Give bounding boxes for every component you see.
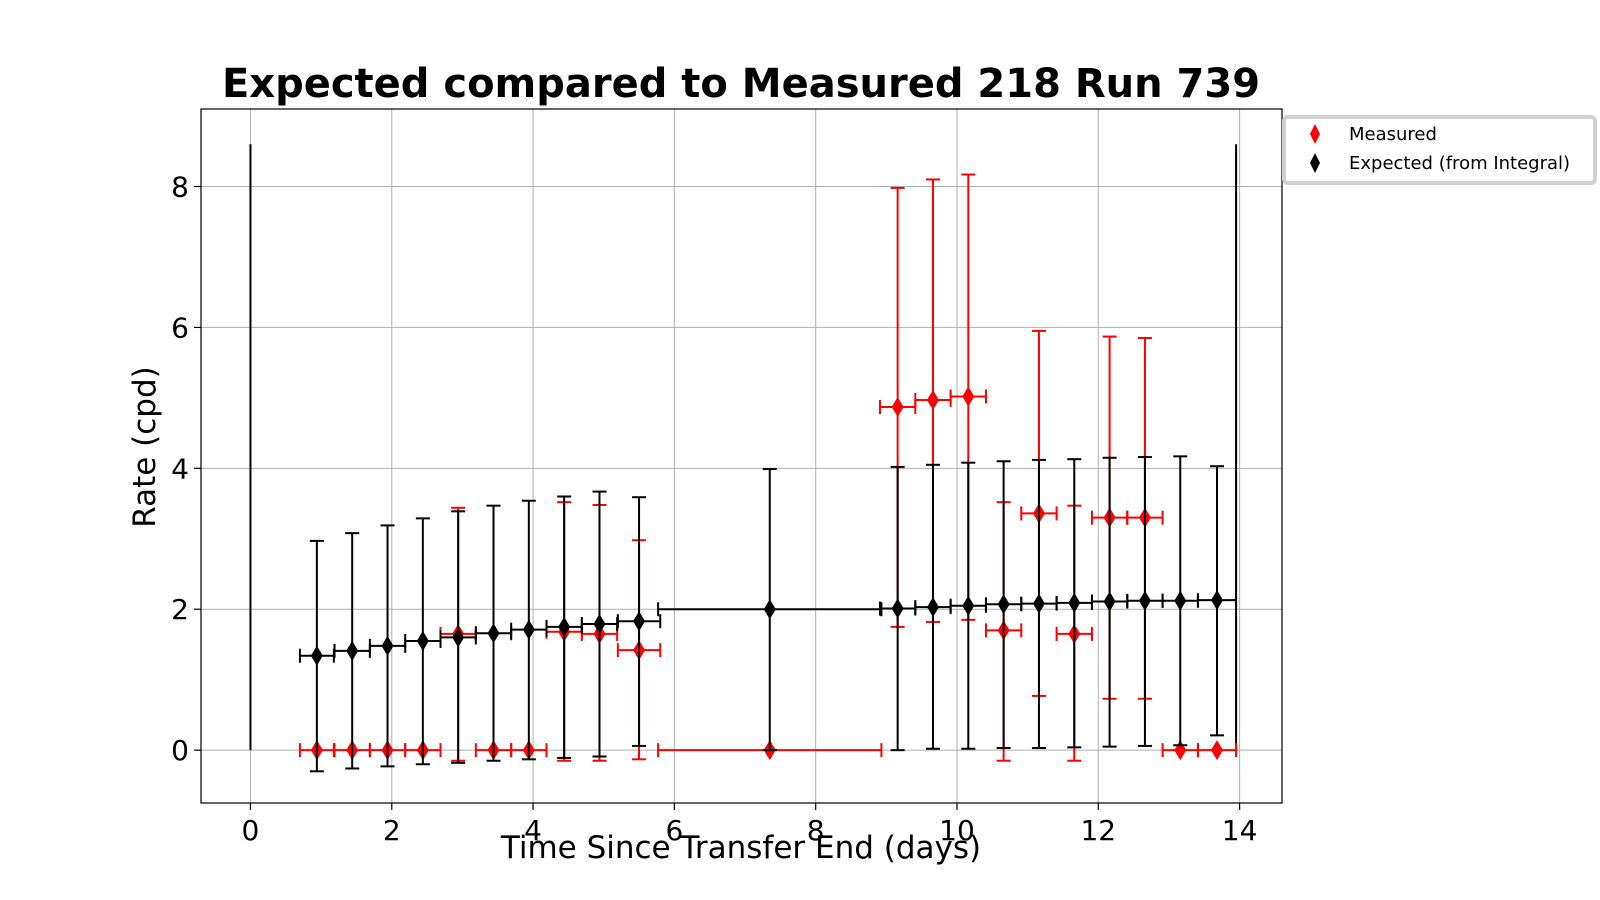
- x-tick-label: 10: [939, 814, 975, 847]
- y-tick-label: 6: [171, 311, 189, 344]
- data-point: [949, 461, 987, 750]
- x-tick-label: 0: [242, 814, 260, 847]
- legend-label-expected: Expected (from Integral): [1349, 153, 1570, 174]
- series-expected: [298, 455, 1238, 773]
- data-point: [1055, 458, 1093, 749]
- x-tick-label: 2: [383, 814, 401, 847]
- x-axis-ticks: 0 2 4 6 8 10 12 14: [242, 803, 1258, 847]
- x-tick-label: 14: [1222, 814, 1258, 847]
- legend-marker-measured: [1310, 124, 1320, 144]
- diamond-marker: [1138, 590, 1151, 611]
- legend-frame: [1282, 115, 1597, 185]
- data-point: [1126, 456, 1164, 747]
- diamond-marker: [926, 597, 939, 618]
- diamond-marker: [763, 599, 776, 620]
- data-point: [510, 499, 548, 761]
- diamond-marker: [346, 640, 359, 661]
- diamond-marker: [522, 619, 535, 640]
- data-point: [657, 468, 883, 752]
- legend-marker-expected: [1310, 153, 1320, 173]
- plot-area-frame: [200, 108, 1283, 804]
- chart-title: Expected compared to Measured 218 Run 73…: [222, 61, 1260, 107]
- x-tick-label: 4: [524, 814, 542, 847]
- data-point: [616, 496, 662, 747]
- x-tick-label: 8: [807, 814, 825, 847]
- diamond-marker: [891, 397, 904, 418]
- x-axis-label: Time Since Transfer End (days): [500, 830, 981, 866]
- vertical-lines: [249, 144, 1238, 751]
- data-point: [545, 495, 583, 759]
- diamond-marker: [962, 595, 975, 616]
- data-point: [439, 510, 477, 764]
- data-point: [914, 463, 952, 750]
- diamond-marker: [1032, 593, 1045, 614]
- diamond-marker: [891, 598, 904, 619]
- diamond-marker: [593, 614, 606, 635]
- diamond-marker: [381, 635, 394, 656]
- diamond-marker: [1103, 591, 1116, 612]
- diamond-marker: [962, 386, 975, 407]
- data-point: [878, 465, 917, 752]
- data-series: [298, 173, 1238, 773]
- data-point: [1196, 740, 1238, 761]
- data-point: [368, 524, 407, 768]
- data-point: [1196, 465, 1238, 737]
- legend: Measured Expected (from Integral): [1282, 115, 1597, 185]
- diamond-marker: [487, 623, 500, 644]
- data-point: [1161, 455, 1199, 747]
- data-point: [1090, 456, 1129, 748]
- data-point: [949, 173, 987, 621]
- diamond-marker: [558, 616, 571, 637]
- diamond-marker: [1210, 590, 1223, 611]
- diamond-marker: [1068, 592, 1081, 613]
- y-axis-ticks: 0 2 4 6 8: [171, 171, 201, 767]
- y-axis-label: Rate (cpd): [127, 366, 163, 528]
- diamond-marker: [416, 630, 429, 651]
- legend-label-measured: Measured: [1349, 124, 1437, 145]
- y-tick-label: 2: [171, 593, 189, 626]
- diamond-marker: [633, 611, 646, 632]
- diamond-marker: [926, 389, 939, 410]
- diamond-marker: [997, 594, 1010, 615]
- y-tick-label: 8: [171, 171, 189, 204]
- diamond-marker: [310, 645, 323, 666]
- diamond-marker: [1210, 740, 1223, 761]
- data-point: [333, 532, 371, 770]
- x-tick-label: 12: [1080, 814, 1116, 847]
- y-tick-label: 4: [171, 452, 189, 485]
- x-tick-label: 6: [665, 814, 683, 847]
- y-tick-label: 0: [171, 734, 189, 767]
- diamond-marker: [1174, 590, 1187, 611]
- diamond-marker: [452, 627, 465, 648]
